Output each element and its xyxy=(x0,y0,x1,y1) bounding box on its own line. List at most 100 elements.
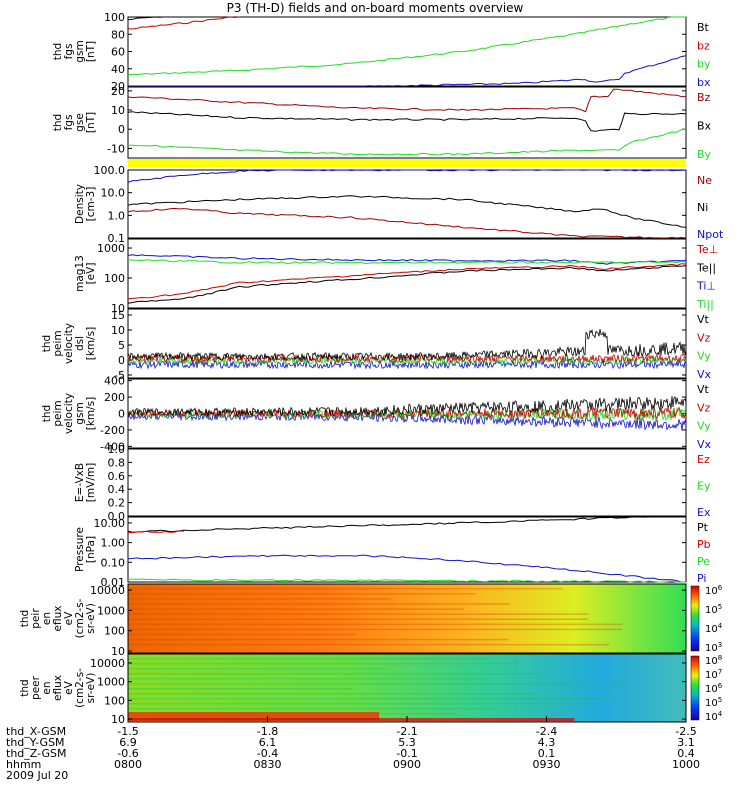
y-axis-label: dsl xyxy=(74,336,86,351)
spectrogram-band xyxy=(128,683,628,685)
legend-entry: Ne xyxy=(697,174,712,187)
y-axis-label: (cm2-s- xyxy=(74,598,86,638)
y-tick-label: 10 xyxy=(111,104,125,117)
spectrogram-band xyxy=(128,623,623,626)
spectrogram-band xyxy=(128,698,613,700)
y-axis-label: thd xyxy=(41,335,53,352)
series-line xyxy=(127,16,686,76)
velocity-trace xyxy=(127,396,687,418)
y-axis-label: en xyxy=(41,681,53,694)
panel-3: 0.1 1.0 10.0 100.0 Density [cm-3] Ne Ni Npot xyxy=(74,164,724,245)
y-tick-label: 0 xyxy=(118,123,125,136)
x-tick-label: 0.4 xyxy=(677,747,695,760)
series-line xyxy=(127,259,687,265)
spectrogram-band xyxy=(128,593,476,595)
spectrogram-band xyxy=(128,588,563,590)
y-axis-label: eflux xyxy=(52,606,64,632)
panel-frame xyxy=(127,448,687,517)
y-axis-label: peim xyxy=(52,400,64,426)
series-line xyxy=(127,16,240,30)
y-tick-label: 1000 xyxy=(97,676,125,689)
y-axis-label: peir xyxy=(30,608,42,629)
velocity-trace xyxy=(127,359,687,370)
x-tick-label: 3.1 xyxy=(677,736,695,749)
x-axis-row-label: thd_X-GSM xyxy=(6,725,66,738)
x-tick-label: -1.8 xyxy=(257,725,278,738)
panel-9: 103 104 105 106 10 100 1000 10000 thd peir en eflux… xyxy=(19,583,723,658)
velocity-trace xyxy=(127,406,687,421)
y-axis-label: thd xyxy=(52,43,64,60)
x-tick-label: -1.5 xyxy=(117,725,138,738)
legend-entry: Vx xyxy=(697,438,712,451)
x-tick-label: 1000 xyxy=(672,758,700,771)
y-axis-label: [eV] xyxy=(85,263,97,285)
y-axis-label: en xyxy=(41,612,53,625)
series-line xyxy=(127,263,687,300)
spectrogram-band xyxy=(128,673,541,675)
spectrogram-band xyxy=(128,628,623,631)
colorbar-tick-label: 104 xyxy=(705,710,723,723)
y-tick-label: 10000 xyxy=(90,657,125,670)
spectrogram-band xyxy=(128,633,356,636)
y-tick-label: 80 xyxy=(111,28,125,41)
colorbar xyxy=(690,655,700,721)
y-tick-label: 10.00 xyxy=(94,517,126,530)
y-axis-label: Pressure xyxy=(74,527,86,572)
legend-entry: Vt xyxy=(697,383,710,396)
spectrogram-band xyxy=(128,688,353,690)
y-tick-label: 0 xyxy=(118,408,125,421)
y-tick-label: 10 xyxy=(111,645,125,658)
y-tick-label: 10 xyxy=(111,302,125,315)
y-tick-label: 0 xyxy=(118,354,125,367)
colorbar xyxy=(690,585,700,652)
y-tick-label: 20 xyxy=(111,85,125,98)
x-tick-label: 5.3 xyxy=(398,736,416,749)
y-axis-label: eflux xyxy=(52,675,64,701)
colorbar-tick-label: 104 xyxy=(705,622,723,635)
spectrogram-band xyxy=(128,643,610,646)
legend-entry: Vy xyxy=(697,350,711,363)
y-axis-label: velocity xyxy=(63,393,75,434)
x-tick-label: -0.6 xyxy=(117,747,138,760)
colorbar-tick-label: 105 xyxy=(705,696,722,709)
legend-entry: Pt xyxy=(697,521,709,534)
legend-entry: Bt xyxy=(697,21,710,34)
colorbar-tick-label: 105 xyxy=(705,603,722,616)
y-axis-label: thd xyxy=(19,679,31,696)
legend-entry: Ez xyxy=(697,453,710,466)
spectrogram-band xyxy=(128,613,589,615)
x-tick-label: 0830 xyxy=(254,758,282,771)
series-line xyxy=(127,254,687,265)
y-axis-label: gse xyxy=(74,113,86,132)
x-tick-label: -2.1 xyxy=(396,725,417,738)
legend-entry: by xyxy=(697,58,711,71)
y-tick-label: 1.0 xyxy=(108,209,126,222)
velocity-trace xyxy=(127,411,687,431)
spectrogram-band xyxy=(128,663,518,665)
series-line xyxy=(127,530,184,534)
x-tick-label: 6.1 xyxy=(259,736,277,749)
spectrogram-band xyxy=(128,678,489,680)
panel-frame xyxy=(127,583,687,654)
y-axis-label: [nPa] xyxy=(85,536,97,563)
colorbar-tick-label: 106 xyxy=(705,584,723,597)
y-axis-label: thd xyxy=(19,610,31,627)
velocity-trace xyxy=(127,328,687,362)
y-tick-label: 1000 xyxy=(97,242,125,255)
panel-frame xyxy=(127,86,687,159)
legend-entry: Npot xyxy=(697,228,724,241)
y-tick-label: 400 xyxy=(104,375,125,388)
spectrogram-band xyxy=(128,668,387,670)
legend-entry: Ti|| xyxy=(696,298,714,311)
y-axis-label: thd xyxy=(41,405,53,422)
panel-frame xyxy=(127,238,687,309)
y-axis-label: E=-VxB xyxy=(74,463,86,502)
y-tick-label: 0.8 xyxy=(108,456,126,469)
legend-entry: bx xyxy=(697,76,711,89)
series-line xyxy=(127,111,687,132)
panel-8: 0.01 0.10 1.00 10.00 Pressure [nPa] Pt Pb Pe Pi xyxy=(74,516,711,589)
panel-5: -5 0 5 10 15 thd peim velocity dsl [km/s] Vt Vz Vy Vx xyxy=(41,308,712,382)
y-tick-label: 200 xyxy=(104,391,125,404)
series-line xyxy=(127,128,687,156)
